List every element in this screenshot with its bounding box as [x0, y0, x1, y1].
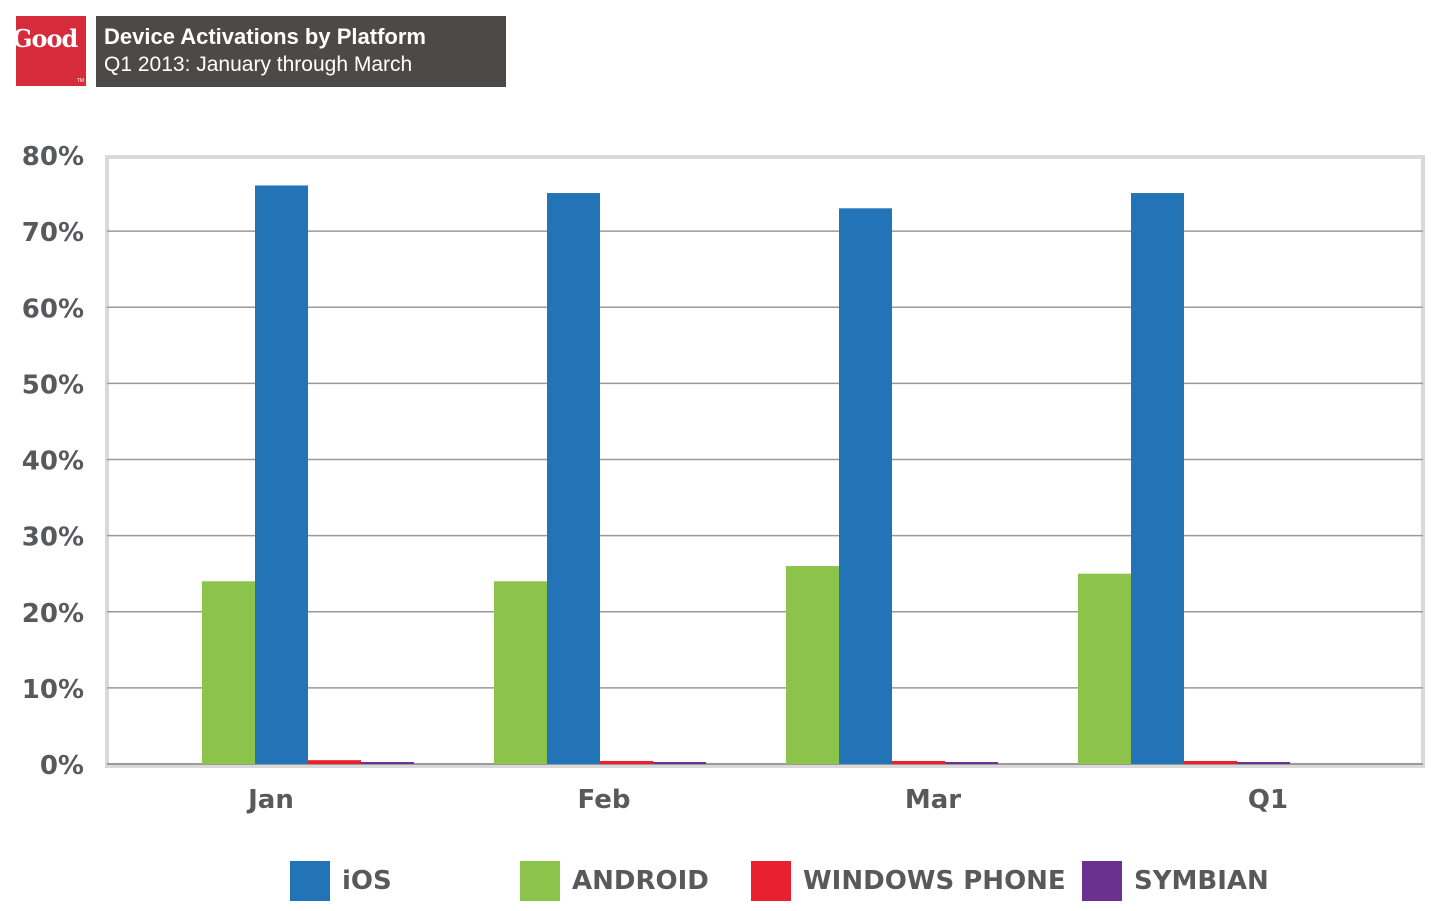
legend-swatch [751, 861, 791, 901]
legend-label: ANDROID [572, 866, 709, 896]
bar-windows-phone-q1 [1184, 760, 1237, 764]
x-category-label: Feb [578, 785, 631, 815]
bar-ios-feb [547, 193, 600, 764]
legend-item: WINDOWS PHONE [751, 860, 1066, 902]
chart-title: Device Activations by Platform [104, 24, 426, 49]
logo-text: Good [16, 24, 78, 53]
x-category-label: Mar [905, 785, 961, 815]
bar-android-q1 [1078, 573, 1131, 764]
bar-ios-q1 [1131, 193, 1184, 764]
x-category-label: Q1 [1248, 785, 1288, 815]
bar-symbian-jan [361, 762, 414, 764]
y-tick-label: 50% [22, 370, 84, 400]
bar-windows-phone-mar [892, 760, 945, 764]
chart-header: Device Activations by Platform Q1 2013: … [96, 16, 506, 87]
y-tick-label: 40% [22, 447, 84, 477]
legend-label: iOS [342, 866, 392, 896]
plot-frame [105, 155, 1425, 768]
y-tick-label: 70% [22, 218, 84, 248]
bar-ios-jan [255, 185, 308, 764]
bar-android-mar [786, 566, 839, 764]
legend-swatch [290, 861, 330, 901]
legend-item: SYMBIAN [1082, 860, 1269, 902]
legend-item: iOS [290, 860, 392, 902]
bar-android-feb [494, 581, 547, 764]
bar-windows-phone-jan [308, 760, 361, 764]
bar-ios-mar [839, 208, 892, 765]
legend-item: ANDROID [520, 860, 709, 902]
y-tick-label: 0% [40, 751, 84, 781]
legend-swatch [1082, 861, 1122, 901]
y-tick-label: 80% [22, 142, 84, 172]
legend-label: WINDOWS PHONE [803, 866, 1066, 896]
bar-chart: 0% 10% 20% 30% 40% 50% 60% 70% 80% Jan Feb Mar Q1 [22, 142, 1425, 815]
y-tick-label: 30% [22, 523, 84, 553]
y-tick-label: 10% [22, 675, 84, 705]
bar-windows-phone-feb [600, 760, 653, 764]
bar-android-jan [202, 581, 255, 764]
logo-trademark: TM [76, 78, 84, 84]
x-category-label: Jan [246, 785, 294, 815]
bar-symbian-feb [653, 762, 706, 764]
legend-swatch [520, 861, 560, 901]
y-tick-label: 20% [22, 599, 84, 629]
bar-symbian-q1 [1237, 762, 1290, 764]
chart-legend: iOS ANDROID WINDOWS PHONE SYMBIAN [0, 860, 1449, 902]
y-tick-label: 60% [22, 294, 84, 324]
chart-subtitle: Q1 2013: January through March [104, 53, 413, 76]
legend-label: SYMBIAN [1134, 866, 1269, 896]
good-logo: Good TM [16, 16, 86, 86]
bar-symbian-mar [945, 762, 998, 764]
